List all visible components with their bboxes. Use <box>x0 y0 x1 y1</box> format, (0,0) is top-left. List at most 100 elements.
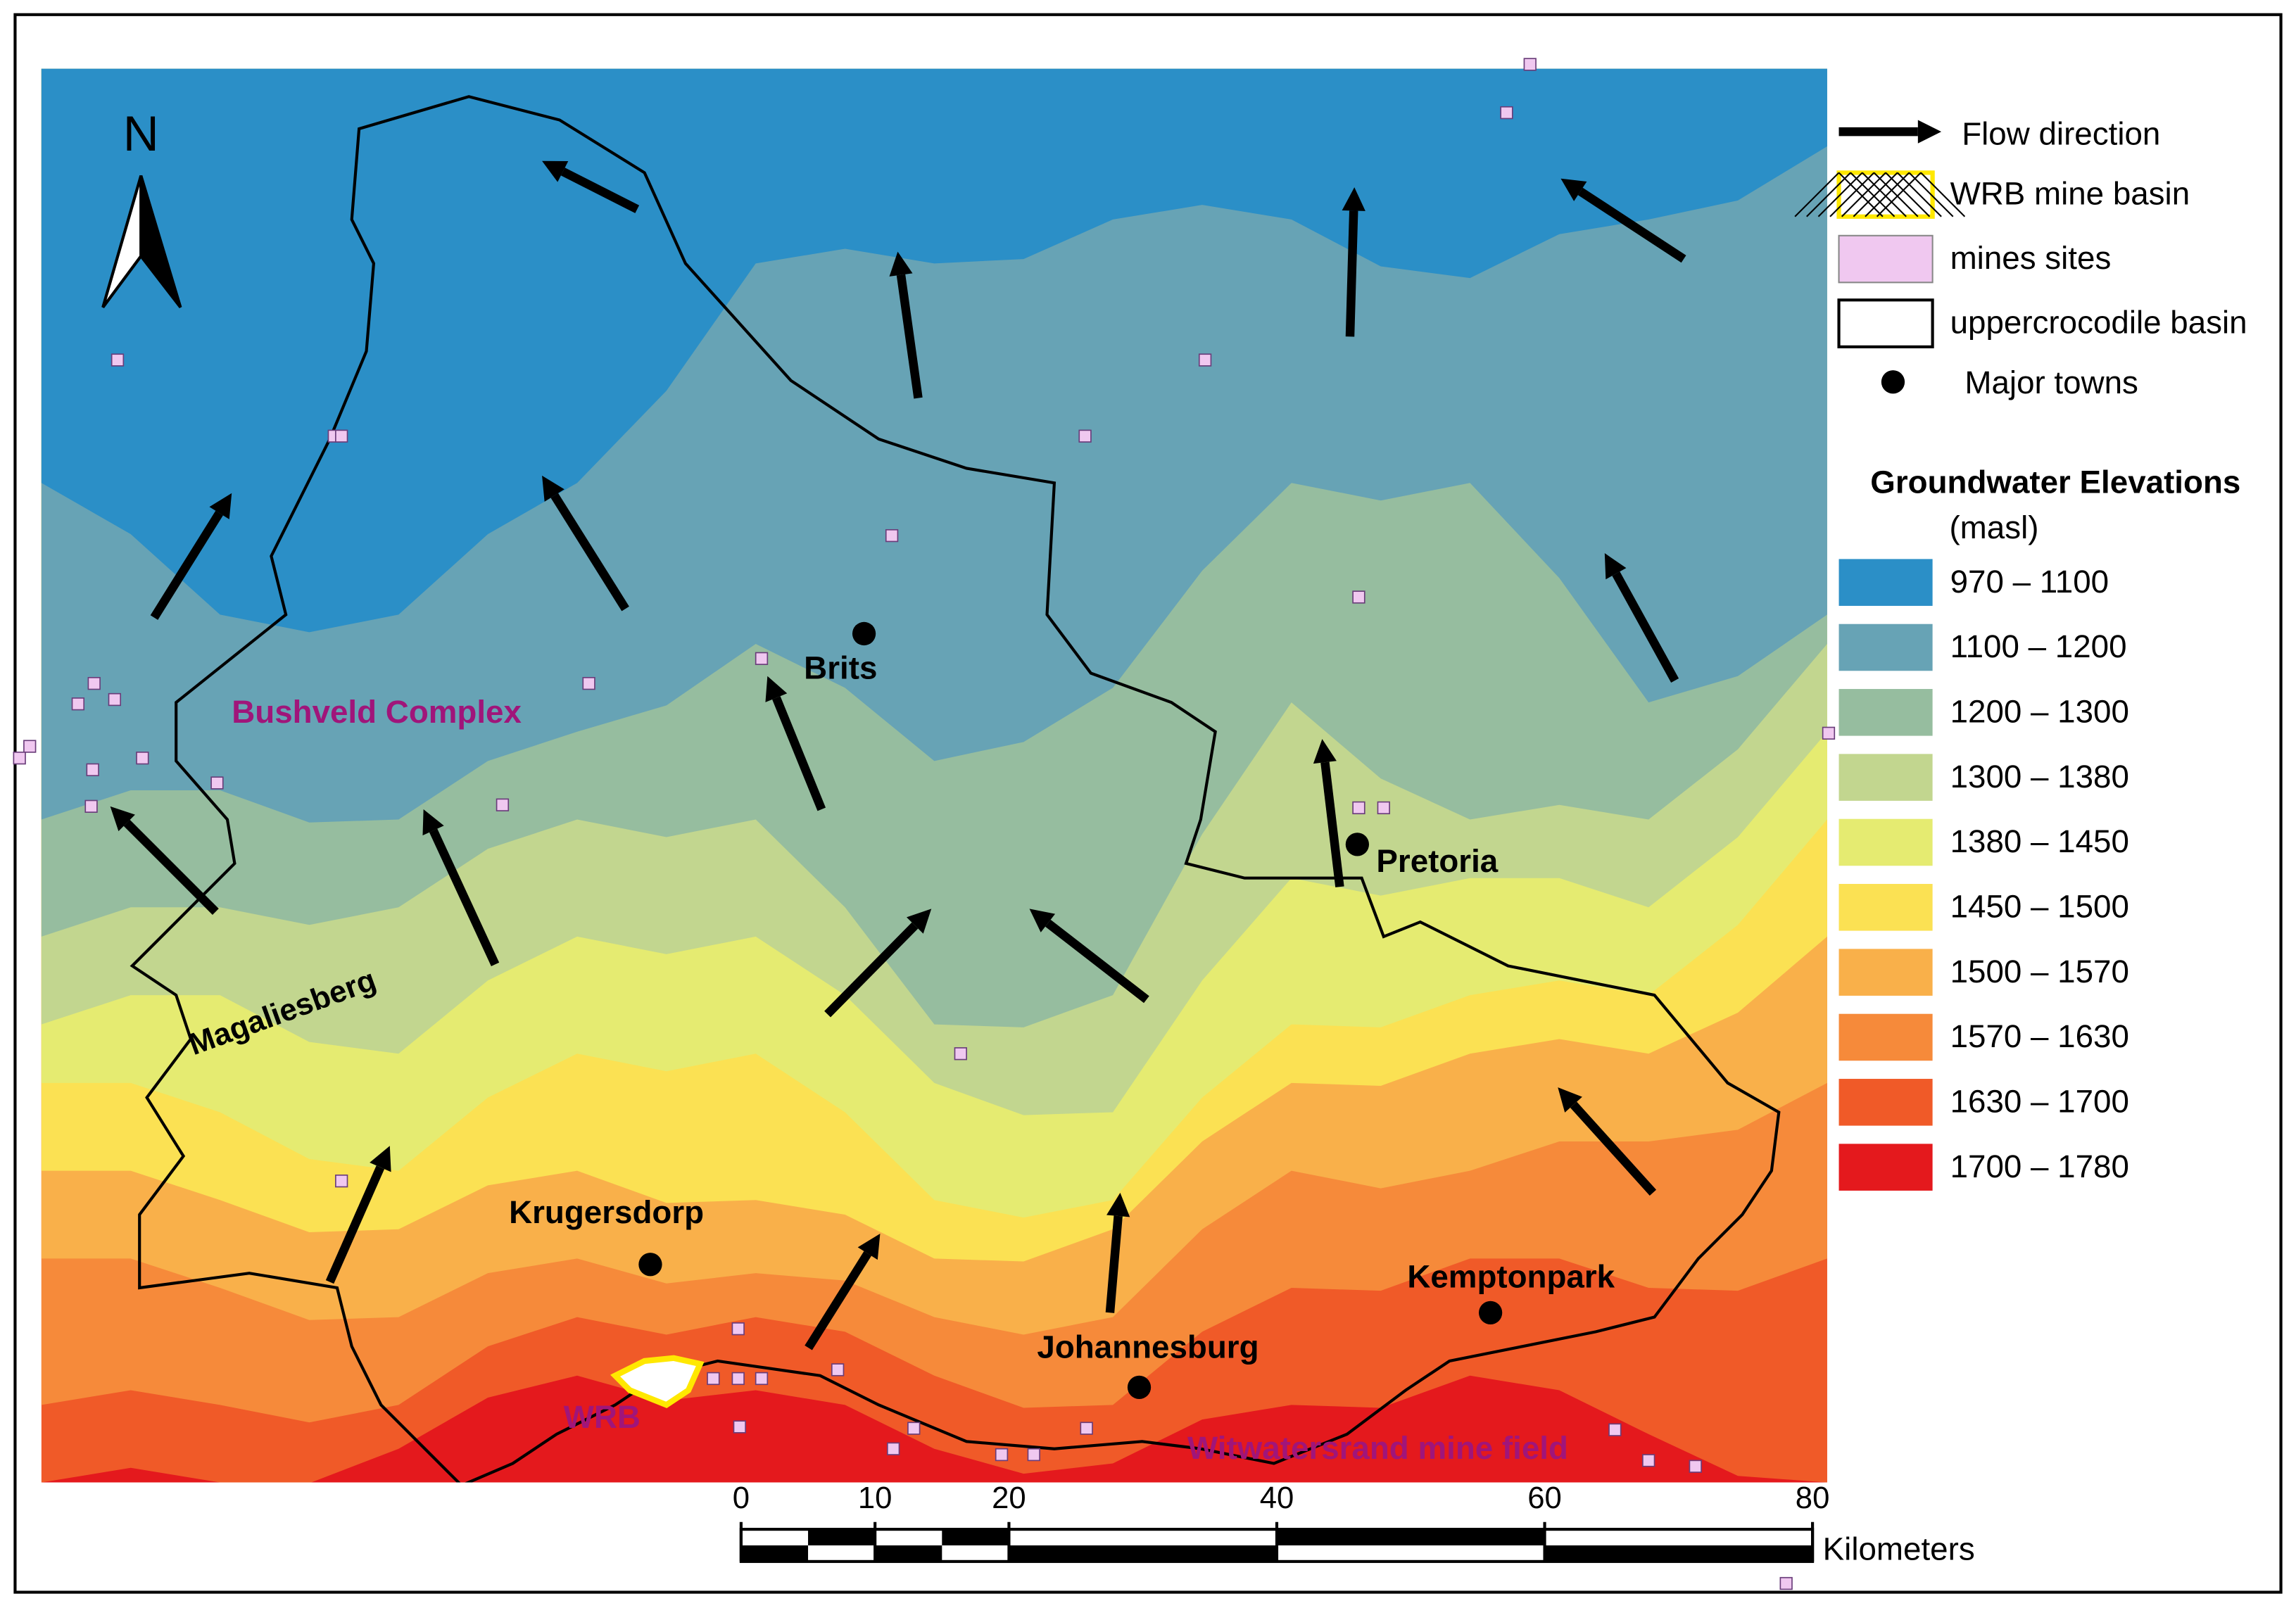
town-marker <box>852 621 876 646</box>
flow-arrow <box>123 819 219 915</box>
elevation-surface <box>41 68 1827 1483</box>
mine-site <box>84 799 98 813</box>
flow-arrow <box>560 167 640 213</box>
mine-site <box>954 1047 967 1061</box>
region-label: Bushveld Complex <box>232 694 522 730</box>
flow-arrow-head <box>1560 178 1587 201</box>
legend-swatch <box>1838 624 1933 671</box>
legend-hatch <box>1876 172 1922 217</box>
town-marker <box>1345 833 1370 856</box>
flow-arrow <box>805 1251 872 1350</box>
scale-unit: Kilometers <box>1823 1531 1975 1567</box>
scale-tick-label: 20 <box>992 1481 1026 1515</box>
scale-tick-label: 60 <box>1527 1481 1562 1515</box>
mine-site <box>23 740 37 753</box>
mine-site <box>335 1175 348 1188</box>
legend-label: uppercrocodile basin <box>1950 305 2247 341</box>
scale-bar-segment <box>1276 1529 1545 1545</box>
legend-swatch <box>1838 1144 1933 1191</box>
flow-arrow <box>896 274 923 399</box>
flow-arrow <box>1045 919 1149 1004</box>
mine-site <box>755 652 769 665</box>
flow-arrow <box>1320 761 1344 887</box>
mine-site <box>1500 106 1513 120</box>
legend-label: 1630 – 1700 <box>1950 1083 2129 1119</box>
flow-arrow <box>550 493 629 612</box>
flow-arrow-head <box>542 160 569 182</box>
legend-swatch <box>1838 234 1934 284</box>
legend-hatch <box>1908 172 1954 217</box>
scale-tick-label: 40 <box>1260 1481 1294 1515</box>
flow-arrow-head <box>1029 909 1056 932</box>
mine-site <box>1523 58 1537 71</box>
legend-hatch <box>1896 172 1942 217</box>
region-label: WRB <box>564 1399 641 1435</box>
legend-label: Major towns <box>1964 365 2138 400</box>
flow-arrow-head <box>1917 120 1942 144</box>
flow-arrow <box>1570 1101 1657 1196</box>
flow-arrow-head <box>1313 739 1337 764</box>
mine-site <box>111 353 125 367</box>
legend-hatch <box>1794 172 1840 217</box>
north-label: N <box>123 106 159 161</box>
flow-arrow-head <box>542 475 564 502</box>
legend-hatch <box>1920 172 1966 217</box>
flow-arrow <box>824 922 919 1018</box>
mine-site <box>13 752 26 765</box>
flow-arrow-head <box>1558 1087 1582 1113</box>
legend-label: mines sites <box>1950 240 2112 276</box>
legend-swatch <box>1838 949 1933 996</box>
scale-bar-segment <box>942 1529 1009 1545</box>
legend-hatch <box>1885 172 1931 217</box>
town-label: Johannesburg <box>1037 1329 1259 1365</box>
mine-site <box>995 1448 1009 1462</box>
legend-label: 1700 – 1780 <box>1950 1148 2129 1184</box>
town-label: Brits <box>804 650 877 686</box>
town-marker <box>1478 1301 1503 1324</box>
mine-site <box>731 1372 745 1386</box>
mine-site <box>907 1422 921 1435</box>
mine-site <box>71 697 85 711</box>
north-arrow <box>139 175 182 308</box>
mine-site <box>1642 1454 1655 1467</box>
flow-arrow <box>1345 210 1358 337</box>
legend-label: 1200 – 1300 <box>1950 693 2129 729</box>
flow-arrow-head <box>889 251 913 277</box>
mine-site <box>731 1322 745 1336</box>
scale-tick-label: 10 <box>858 1481 892 1515</box>
mine-site <box>108 692 122 707</box>
legend-label: WRB mine basin <box>1950 176 2190 212</box>
legend-label: 1450 – 1500 <box>1950 888 2129 924</box>
legend-hatch <box>1806 172 1851 217</box>
elevation-band <box>41 68 1827 633</box>
mine-site <box>733 1420 746 1434</box>
legend-hatch <box>1865 172 1910 217</box>
map-overlay <box>130 95 1781 1483</box>
scale-bar-segment <box>1009 1545 1277 1562</box>
legend-swatch <box>1838 1079 1933 1126</box>
legend-hatch <box>1817 172 1863 217</box>
town-label: Pretoria <box>1376 843 1498 879</box>
legend-hatch <box>1853 172 1898 217</box>
scale-tick-label: 80 <box>1796 1481 1830 1515</box>
mine-site <box>885 529 899 543</box>
mine-site <box>86 763 99 776</box>
flow-arrow <box>1612 571 1679 683</box>
mine-site <box>136 752 149 765</box>
legend-label: 1380 – 1450 <box>1950 823 2129 859</box>
legend-hatch <box>1850 172 1896 217</box>
mine-site <box>1078 429 1092 443</box>
scale-bar-segment <box>1544 1545 1813 1562</box>
mine-site <box>1608 1423 1622 1436</box>
legend-hatch <box>1862 172 1907 217</box>
legend-title: Groundwater Elevations <box>1870 464 2240 500</box>
mine-site <box>210 776 224 790</box>
flow-arrow-head <box>209 493 232 519</box>
flow-arrow-head <box>110 806 135 832</box>
legend-label: 1300 – 1380 <box>1950 759 2129 795</box>
legend-hatch <box>1841 172 1886 217</box>
town-marker <box>638 1253 662 1277</box>
scale-bar-segment <box>808 1529 876 1545</box>
